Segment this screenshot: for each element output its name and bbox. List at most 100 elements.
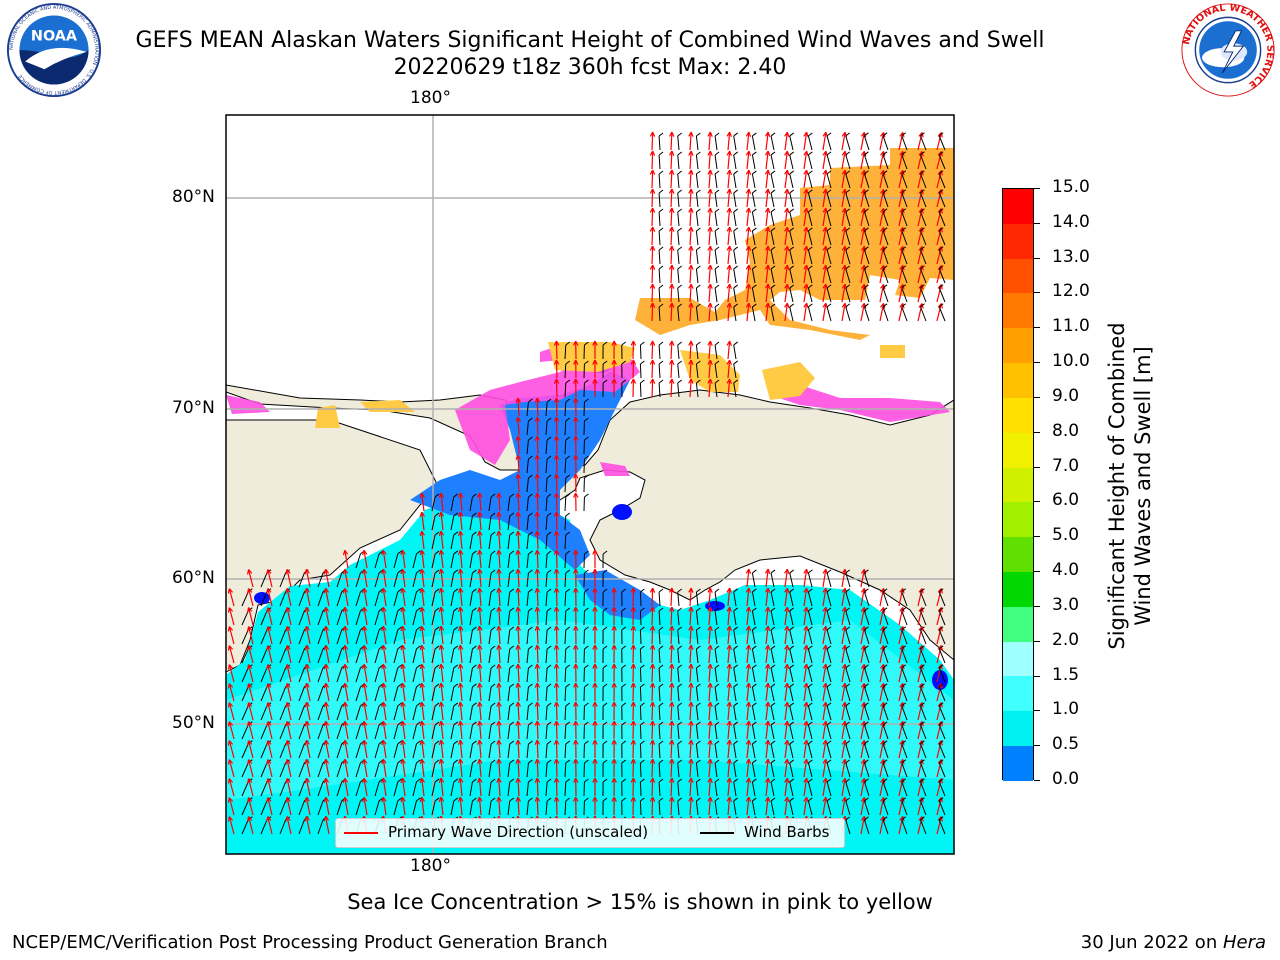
wind-barb (355, 686, 361, 702)
wind-barb (336, 667, 343, 683)
wind-barb (565, 417, 571, 422)
wind-barb (434, 569, 440, 574)
wind-barb (602, 645, 608, 650)
wave-direction-arrow (573, 739, 577, 745)
wave-direction-arrow (803, 208, 808, 227)
wind-barb (317, 610, 324, 626)
wave-direction-arrow (478, 588, 482, 607)
wave-direction-arrow (478, 758, 483, 764)
wave-direction-arrow (325, 758, 330, 764)
wave-direction-arrow (555, 340, 560, 346)
wave-direction-arrow (671, 245, 675, 251)
wave-direction-arrow (324, 816, 330, 835)
wind-barb (695, 382, 699, 398)
wave-direction-arrow (841, 626, 846, 645)
wind-barb (882, 667, 889, 683)
wind-barb (864, 626, 869, 631)
chart-subtitle: 20220629 t18z 360h fcst Max: 2.40 (393, 55, 787, 80)
wave-direction-arrow (899, 721, 904, 726)
wave-direction-arrow (227, 607, 230, 613)
wave-direction-arrow (708, 360, 711, 379)
wind-barb (528, 531, 533, 536)
wave-direction-arrow (668, 720, 673, 726)
wind-barb (696, 778, 701, 783)
wave-direction-arrow (841, 758, 846, 764)
wave-direction-arrow (555, 758, 560, 764)
wind-barb (920, 778, 925, 783)
colorbar-label: 7.0 (1052, 455, 1080, 476)
wave-direction-arrow (841, 569, 846, 588)
wave-direction-arrow (381, 759, 384, 765)
wind-barb (752, 588, 757, 593)
wave-direction-arrow (286, 702, 291, 707)
wind-barb (882, 192, 889, 208)
wind-barb (919, 230, 927, 246)
wind-barb (826, 306, 832, 322)
wind-barb (434, 531, 440, 536)
wave-direction-arrow (285, 740, 288, 746)
wave-direction-arrow (860, 702, 865, 721)
wave-direction-label: Primary Wave Direction (unscaled) (388, 823, 649, 841)
wave-direction-arrow (305, 702, 311, 721)
wind-barb (863, 724, 870, 740)
wave-direction-arrow (632, 359, 637, 365)
wave-direction-arrow (304, 569, 307, 575)
wave-direction-arrow (266, 721, 269, 727)
wind-barb (658, 778, 664, 783)
wind-barb (863, 686, 870, 702)
wind-barb (241, 819, 249, 835)
wave-direction-arrow (421, 588, 425, 607)
wave-direction-arrow (285, 569, 288, 575)
wave-direction-arrow (344, 778, 349, 797)
wave-direction-arrow (611, 682, 615, 688)
wind-barb (584, 588, 589, 593)
wave-direction-arrow (668, 283, 673, 289)
wave-direction-arrow (899, 664, 904, 669)
wave-direction-arrow (841, 796, 846, 802)
wave-direction-arrow (421, 625, 425, 631)
wind-barb (882, 778, 888, 783)
wind-barb (733, 797, 739, 802)
wind-barb (882, 740, 888, 745)
wave-direction-arrow (746, 265, 750, 284)
wave-direction-arrow (746, 626, 750, 645)
wind-barb (826, 648, 832, 664)
wave-direction-arrow (421, 664, 425, 683)
wave-direction-arrow (402, 663, 406, 669)
wave-direction-arrow (324, 683, 330, 702)
wave-direction-arrow (613, 720, 617, 726)
wind-barb (528, 493, 533, 498)
wave-direction-arrow (381, 797, 384, 803)
wind-barb (770, 265, 776, 270)
wind-barb (416, 588, 421, 593)
wind-barb (901, 211, 908, 227)
wind-barb (472, 607, 477, 612)
wind-barb (751, 629, 756, 645)
wind-barb (526, 515, 529, 531)
wind-barb (393, 591, 399, 607)
wave-direction-arrow (248, 778, 253, 783)
wind-barb (938, 743, 946, 759)
wind-barb (789, 629, 794, 645)
wave-direction-arrow (709, 606, 713, 612)
wind-barb (752, 569, 757, 574)
wave-direction-arrow (266, 569, 269, 575)
wave-direction-arrow (536, 587, 541, 593)
wind-barb (789, 645, 795, 650)
wave-direction-arrow (668, 340, 673, 346)
wind-barb (826, 721, 832, 726)
wave-direction-arrow (286, 778, 291, 783)
wave-direction-arrow (344, 720, 349, 726)
wave-direction-arrow (228, 721, 234, 726)
wind-barb (640, 721, 645, 726)
wind-barb (584, 702, 589, 707)
wind-barb (260, 724, 268, 740)
wave-direction-arrow (400, 663, 404, 670)
wind-barb (789, 683, 795, 688)
wave-direction-arrow (746, 645, 750, 664)
wave-direction-arrow (594, 644, 598, 650)
wind-barb (901, 778, 907, 783)
wave-direction-arrow (726, 625, 731, 631)
wave-direction-arrow (573, 682, 577, 688)
wave-direction-arrow (459, 530, 464, 536)
